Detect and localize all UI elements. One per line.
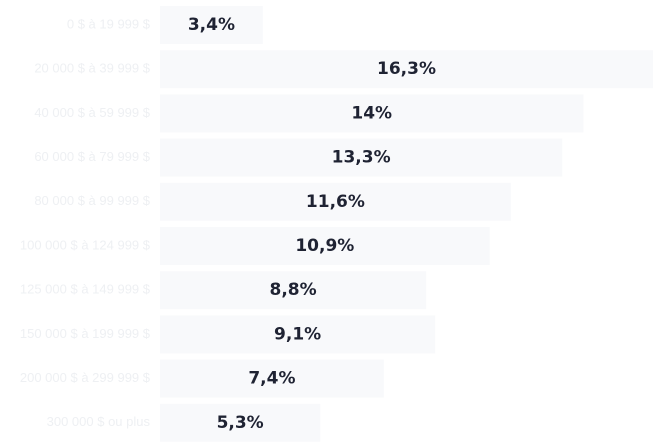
bar-0 [160,6,263,44]
category-label: 80 000 $ à 99 999 $ [34,193,150,208]
bar-6 [160,271,427,310]
value-label: 9,1% [274,324,321,344]
bars-group: 0 $ à 19 999 $ 3,4% 20 000 $ à 39 999 $ 16,… [20,6,653,442]
category-label: 40 000 $ à 59 999 $ [34,105,150,120]
bar-3 [160,138,563,177]
value-label: 16,3% [377,59,436,79]
bar-9 [160,403,321,442]
value-label: 3,4% [188,15,235,35]
bar-8 [160,359,384,398]
category-label: 60 000 $ à 79 999 $ [34,149,150,164]
bar-2 [160,94,584,133]
value-label: 14% [351,103,392,123]
value-label: 5,3% [217,413,264,433]
category-label: 125 000 $ à 149 999 $ [20,282,151,297]
category-label: 0 $ à 19 999 $ [67,16,151,31]
value-label: 13,3% [332,148,391,168]
value-label: 10,9% [295,236,354,256]
category-label: 200 000 $ à 299 999 $ [20,370,151,385]
category-label: 300 000 $ ou plus [47,414,151,429]
value-label: 8,8% [270,280,317,300]
bar-5 [160,227,490,265]
category-label: 100 000 $ à 124 999 $ [20,237,151,252]
category-label: 20 000 $ à 39 999 $ [34,61,150,76]
bar-1 [160,50,653,89]
value-label: 11,6% [306,192,365,212]
bar-4 [160,182,511,221]
bar-7 [160,315,436,354]
value-label: 7,4% [248,369,295,389]
category-label: 150 000 $ à 199 999 $ [20,326,151,341]
